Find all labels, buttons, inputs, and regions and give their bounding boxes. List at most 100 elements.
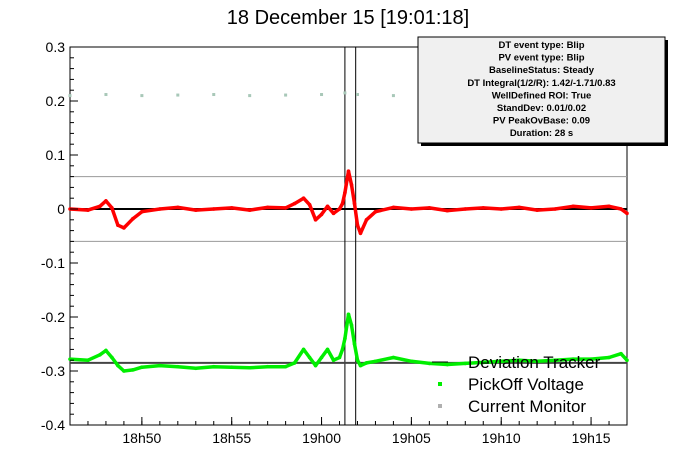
data-point [349,182,354,187]
data-point [86,358,90,363]
data-point [319,212,324,217]
data-point [98,204,102,209]
series-deviation-tracker [68,169,629,236]
data-point [284,93,288,97]
data-point [427,361,432,366]
stats-box: DT event type: Blip PV event type: BlipBa… [417,36,668,146]
data-point [373,209,378,214]
data-point [343,91,347,95]
x-tick-label: 18h55 [212,430,251,446]
series-pickoff-voltage [68,312,629,373]
data-point [553,207,557,211]
data-point [535,208,539,212]
data-point [607,355,611,360]
axes: 0.3 0.2 0.1 0 -0.1 -0.2 -0.3 -0.4 18h50 18h55 19h0… [41,39,628,446]
data-point [140,94,144,98]
data-point [571,204,575,209]
data-point [104,93,108,97]
data-point [176,93,180,97]
data-point [68,94,72,98]
data-point [265,205,270,210]
data-point [340,347,345,352]
data-point [463,207,468,211]
data-point [122,226,126,230]
data-point [122,369,126,373]
data-point [619,351,623,356]
data-point [265,364,270,369]
series-current-monitor [68,91,431,98]
data-point [337,207,342,211]
data-point [331,211,336,216]
data-point [358,363,363,368]
data-point [391,94,395,98]
data-point [499,207,504,211]
legend-label: Deviation Tracker [468,353,601,372]
stats-line: WellDefined ROI: True [492,90,592,101]
data-point [292,361,297,365]
data-point [301,347,306,352]
data-point [211,364,216,369]
data-point [409,359,414,364]
data-point [445,208,450,213]
stats-line: StandDev: 0.01/0.02 [497,103,586,114]
data-point [86,208,90,212]
data-point [589,357,593,361]
data-point [283,206,288,210]
stats-line: Duration: 28 s [510,128,573,139]
x-tick-label: 19h10 [482,430,521,446]
data-point [373,359,378,364]
data-point [355,358,360,363]
data-point [116,223,120,227]
stats-line: PV event type: Blip [498,53,584,64]
data-point [607,204,611,209]
data-point [248,94,252,98]
data-point [625,211,629,216]
data-point [320,93,324,97]
data-point [313,363,318,368]
data-point [325,204,330,209]
data-point [346,312,351,317]
y-tick-label: -0.4 [41,417,65,433]
x-tick-label: 18h50 [122,430,161,446]
data-point [176,205,180,210]
data-point [247,208,252,212]
data-point [292,201,297,206]
y-tick-label: -0.3 [41,363,65,379]
data-point [352,342,357,346]
data-point [193,208,198,212]
data-point [229,365,234,370]
x-tick-label: 19h05 [392,430,431,446]
stats-line: DT event type: Blip [498,40,584,51]
data-point [247,365,252,370]
data-point [140,365,144,370]
stats-box-background [417,36,666,144]
data-point [104,348,108,353]
y-tick-label: -0.2 [41,309,65,325]
data-point [212,93,216,97]
data-point [391,355,396,360]
x-tick-label: 19h00 [302,430,341,446]
data-point [158,363,162,368]
data-point [116,363,120,368]
data-point [625,358,629,363]
series-line [69,169,629,236]
data-point [158,207,162,211]
data-point [358,231,363,236]
data-point [391,205,396,210]
data-point [104,199,108,203]
data-point [301,196,306,200]
data-point [619,207,623,211]
data-point [499,359,504,364]
plot-border [69,46,628,426]
y-tick-label: 0.1 [46,147,66,163]
x-tick-label: 19h15 [572,430,611,446]
data-point [364,361,369,365]
data-point [571,357,575,361]
legend: Deviation Tracker PickOff Voltage Current … [432,353,601,416]
data-point [131,216,135,221]
data-point [337,355,342,360]
y-tick-label: 0.2 [46,93,66,109]
data-point [176,364,180,369]
data-point [427,206,432,210]
